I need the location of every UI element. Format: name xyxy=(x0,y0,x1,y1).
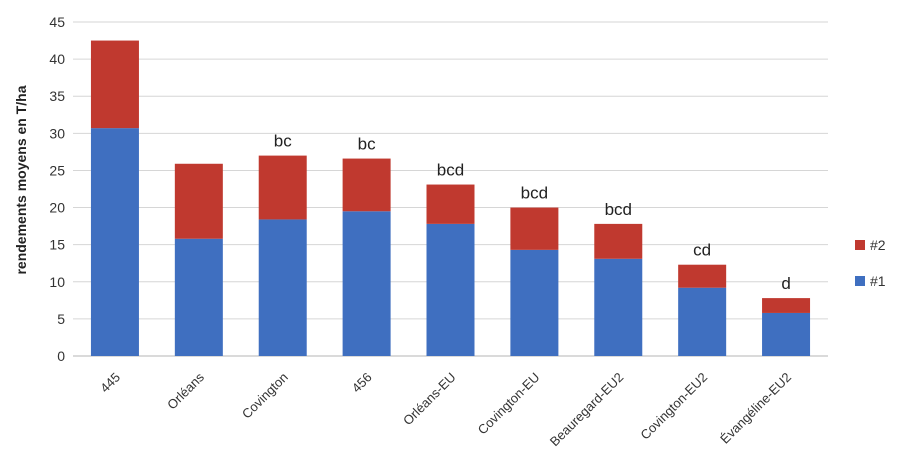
significance-letter: bcd xyxy=(521,184,548,203)
x-tick-label: Covington-EU xyxy=(475,370,543,438)
legend-swatch xyxy=(855,240,865,250)
bar-segment-series-1 xyxy=(678,287,727,356)
bar-segment-series-2 xyxy=(762,298,811,313)
y-axis-label: rendements moyens en T/ha xyxy=(13,85,29,274)
bar-segment-series-2 xyxy=(342,158,391,212)
x-tick-label: 445 xyxy=(97,370,123,396)
x-tick-label: Covington-EU2 xyxy=(637,370,710,443)
bar-segment-series-1 xyxy=(510,249,559,356)
y-tick-label: 40 xyxy=(49,51,65,67)
y-tick-label: 45 xyxy=(49,14,65,30)
significance-letter: bcd xyxy=(437,161,464,180)
x-tick-label: Orléans xyxy=(164,369,207,412)
legend-swatch xyxy=(855,276,865,286)
y-tick-label: 10 xyxy=(49,274,65,290)
significance-letter: bcd xyxy=(605,200,632,219)
x-tick-label: Évangéline-EU2 xyxy=(717,370,794,447)
significance-letter: bc xyxy=(358,135,376,154)
y-tick-label: 5 xyxy=(57,311,65,327)
y-tick-label: 20 xyxy=(49,200,65,216)
bar-segment-series-1 xyxy=(258,219,307,356)
x-tick-label: Orléans-EU xyxy=(400,370,459,429)
y-tick-label: 35 xyxy=(49,88,65,104)
bar-segment-series-1 xyxy=(342,211,391,356)
bar-segment-series-2 xyxy=(174,163,223,239)
x-tick-label: Covington xyxy=(239,370,291,422)
significance-annotations: bc bc bcd bcd bcd cd d xyxy=(274,132,791,294)
bar-segment-series-2 xyxy=(594,223,643,259)
bar-segment-series-1 xyxy=(762,312,811,356)
bar-segment-series-2 xyxy=(258,155,307,220)
x-axis-ticks: 445 Orléans Covington 456 Orléans-EU Covingto… xyxy=(97,369,794,449)
y-tick-label: 30 xyxy=(49,125,65,141)
x-tick-label: 456 xyxy=(349,370,375,396)
bar-segment-series-1 xyxy=(594,258,643,356)
bar-segment-series-2 xyxy=(678,264,727,288)
x-tick-label: Beauregard-EU2 xyxy=(547,370,627,450)
bar-segment-series-2 xyxy=(90,40,139,129)
bar-segment-series-2 xyxy=(510,207,559,250)
significance-letter: bc xyxy=(274,132,292,151)
y-tick-label: 0 xyxy=(57,348,65,364)
legend: #2 #1 xyxy=(855,237,886,289)
bar-segment-series-1 xyxy=(174,238,223,356)
significance-letter: d xyxy=(781,274,790,293)
y-axis-ticks: 0 5 10 15 20 25 30 35 40 45 xyxy=(49,14,65,364)
significance-letter: cd xyxy=(693,241,711,260)
bar-segment-series-2 xyxy=(426,184,475,224)
legend-label: #2 xyxy=(870,237,886,253)
y-tick-label: 25 xyxy=(49,162,65,178)
bars xyxy=(90,40,811,356)
bar-segment-series-1 xyxy=(90,128,139,356)
bar-segment-series-1 xyxy=(426,223,475,356)
legend-label: #1 xyxy=(870,273,886,289)
y-tick-label: 15 xyxy=(49,237,65,253)
